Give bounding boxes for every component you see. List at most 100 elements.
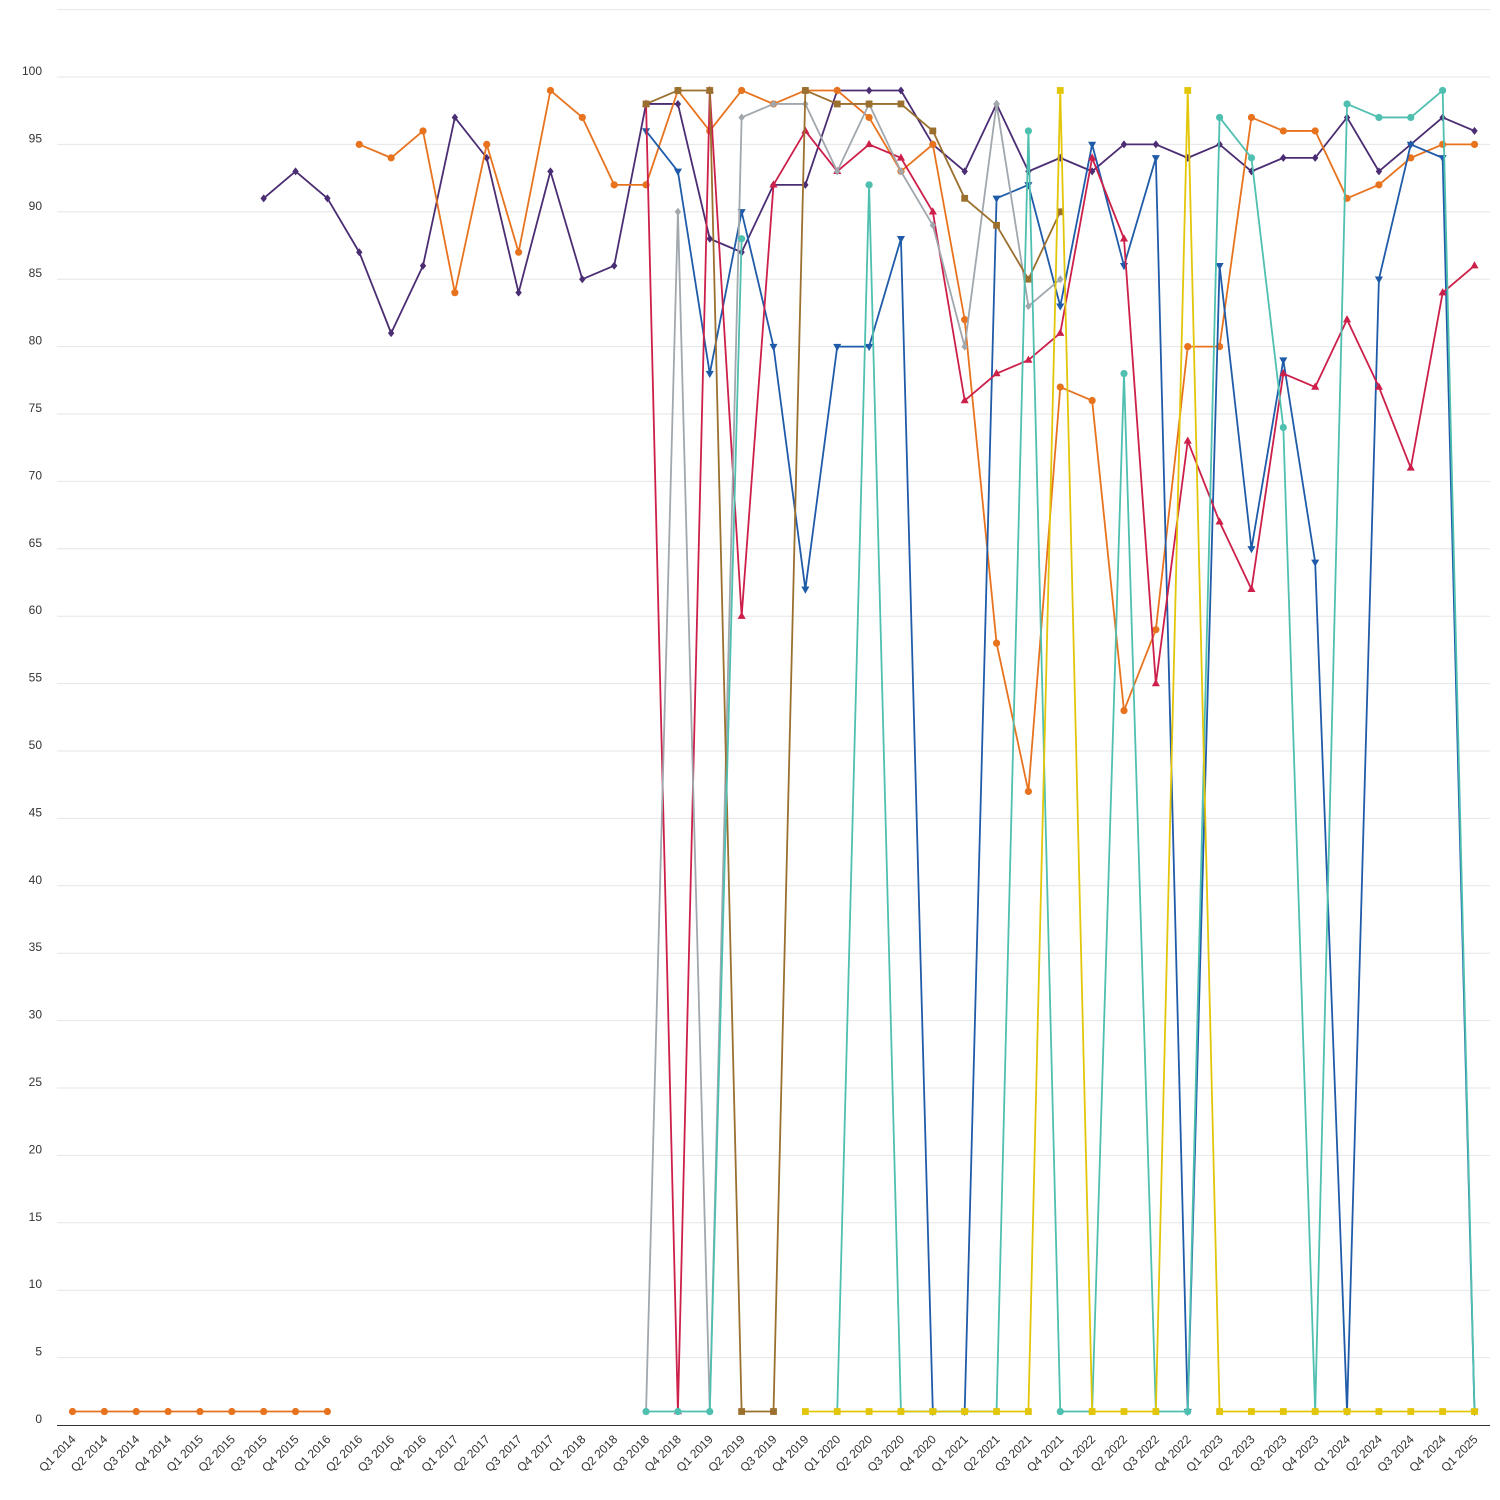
data-point	[960, 396, 969, 404]
data-point	[514, 248, 523, 256]
data-point	[1374, 382, 1383, 390]
data-point	[546, 86, 555, 95]
data-point	[1025, 1408, 1032, 1415]
data-point	[387, 154, 395, 162]
data-point	[1088, 153, 1097, 161]
y-tick-label: 80	[29, 334, 43, 348]
y-tick-label: 75	[29, 401, 43, 415]
data-point	[1025, 302, 1032, 311]
data-point	[1407, 113, 1415, 122]
data-point	[1311, 382, 1320, 390]
data-point	[738, 86, 746, 95]
data-point	[896, 153, 906, 161]
data-point	[1374, 276, 1383, 284]
data-point	[992, 369, 1001, 377]
data-point	[1279, 1408, 1287, 1415]
data-point	[801, 1408, 809, 1415]
data-point	[387, 329, 395, 338]
data-point	[865, 100, 873, 108]
data-point	[292, 167, 299, 176]
data-point	[929, 221, 937, 230]
data-point	[897, 1408, 905, 1415]
data-point	[1439, 1408, 1447, 1415]
data-point	[1151, 679, 1160, 687]
data-point	[1088, 1408, 1096, 1415]
data-point	[833, 86, 841, 95]
data-point	[1375, 1408, 1383, 1415]
data-point	[897, 100, 905, 108]
data-point	[1279, 369, 1288, 377]
data-point	[196, 1407, 204, 1416]
data-point	[1279, 423, 1287, 432]
data-point	[833, 1408, 841, 1415]
data-point	[1024, 127, 1033, 135]
data-point	[1120, 706, 1128, 715]
data-point	[164, 1407, 172, 1416]
y-tick-label: 35	[29, 940, 43, 954]
data-point	[674, 1407, 682, 1416]
y-tick-label: 25	[29, 1075, 43, 1089]
data-point	[642, 1407, 650, 1416]
series-3	[355, 86, 1479, 796]
series-7	[642, 87, 1064, 1415]
data-point	[1057, 275, 1064, 284]
data-point	[1470, 261, 1479, 269]
data-point	[260, 194, 267, 203]
y-axis-tick-labels: 0 5 10 15 20 25 30 35 40 45 50 55 60 65 70 75 80 85 90 95 10…	[22, 64, 42, 1426]
y-tick-label: 100	[22, 64, 42, 78]
y-tick-label: 95	[29, 131, 43, 145]
y-tick-label: 55	[29, 671, 43, 685]
data-point	[579, 275, 586, 284]
data-point	[769, 343, 778, 352]
data-point	[865, 343, 874, 352]
series-line	[358, 89, 1475, 793]
series-9	[801, 87, 1478, 1415]
series-1	[68, 1407, 332, 1416]
data-point	[992, 195, 1001, 203]
data-point	[1279, 127, 1287, 135]
data-point	[578, 113, 586, 122]
gridlines	[57, 9, 1490, 1359]
data-point	[1184, 343, 1192, 351]
data-point	[1439, 140, 1447, 148]
data-point	[801, 126, 810, 134]
data-point	[1438, 155, 1447, 163]
data-point	[833, 100, 841, 108]
data-point	[1056, 328, 1065, 336]
data-point	[1248, 1408, 1255, 1415]
data-point	[801, 586, 810, 594]
data-point	[896, 236, 906, 244]
data-point	[961, 1408, 969, 1415]
data-point	[993, 1408, 1000, 1415]
data-point	[1471, 126, 1478, 135]
data-point	[451, 113, 459, 122]
data-point	[929, 140, 937, 148]
y-tick-label: 70	[29, 468, 43, 482]
data-point	[1184, 1407, 1192, 1416]
data-point	[642, 100, 650, 108]
data-point	[1279, 357, 1288, 365]
data-point	[1183, 436, 1192, 444]
data-point	[738, 235, 746, 243]
data-point	[1119, 234, 1129, 242]
y-tick-label: 60	[29, 603, 43, 617]
data-point	[1311, 127, 1319, 135]
data-point	[1406, 463, 1415, 471]
data-point	[961, 342, 968, 351]
data-point	[673, 168, 682, 176]
data-point	[1215, 113, 1224, 122]
data-point	[610, 181, 618, 189]
data-point	[961, 167, 968, 176]
y-tick-label: 45	[29, 805, 43, 819]
data-point	[610, 261, 618, 270]
series-line	[645, 89, 1062, 1413]
data-point	[1342, 315, 1352, 323]
data-point	[323, 1407, 332, 1416]
data-point	[1056, 383, 1064, 391]
data-point	[769, 180, 778, 188]
data-point	[1120, 1408, 1128, 1415]
data-point	[833, 343, 842, 352]
data-point	[1375, 181, 1383, 189]
